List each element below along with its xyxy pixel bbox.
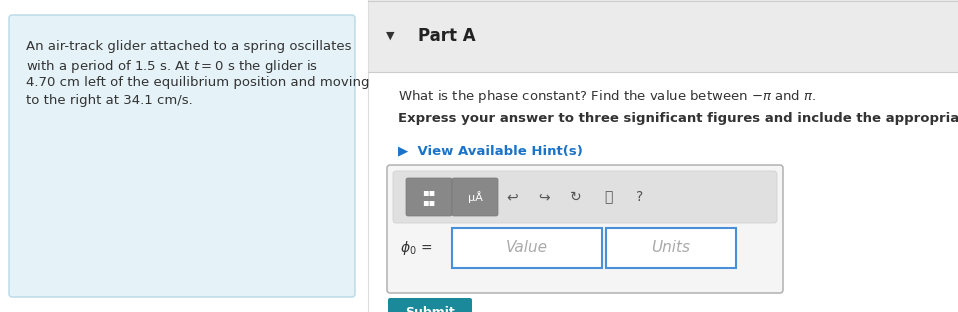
FancyBboxPatch shape	[406, 178, 452, 216]
FancyBboxPatch shape	[387, 165, 783, 293]
Text: ⬜: ⬜	[604, 190, 612, 204]
Text: ▼: ▼	[386, 31, 395, 41]
Text: Part A: Part A	[418, 27, 475, 45]
Bar	[606, 228, 736, 268]
Text: μÅ: μÅ	[468, 191, 483, 203]
Text: ▪▪
▪▪: ▪▪ ▪▪	[422, 188, 436, 207]
Text: ▶  View Available Hint(s): ▶ View Available Hint(s)	[398, 144, 582, 157]
Text: An air-track glider attached to a spring oscillates: An air-track glider attached to a spring…	[26, 40, 352, 53]
FancyBboxPatch shape	[388, 298, 472, 312]
Text: ↩: ↩	[506, 190, 518, 204]
Bar	[368, 0, 958, 72]
Text: Units: Units	[651, 241, 691, 256]
Text: 4.70 cm left of the equilibrium position and moving: 4.70 cm left of the equilibrium position…	[26, 76, 370, 89]
Text: ↻: ↻	[570, 190, 582, 204]
Text: ↪: ↪	[538, 190, 550, 204]
Text: ?: ?	[636, 190, 644, 204]
Text: with a period of 1.5 s. At $t = 0$ s the glider is: with a period of 1.5 s. At $t = 0$ s the…	[26, 58, 318, 75]
Text: to the right at 34.1 cm/s.: to the right at 34.1 cm/s.	[26, 94, 193, 107]
FancyBboxPatch shape	[452, 178, 498, 216]
Bar	[452, 228, 602, 268]
Text: Value: Value	[506, 241, 548, 256]
Text: What is the phase constant? Find the value between $-\pi$ and $\pi$.: What is the phase constant? Find the val…	[398, 88, 816, 105]
FancyBboxPatch shape	[393, 171, 777, 223]
Text: $\phi_0$ =: $\phi_0$ =	[400, 239, 432, 257]
Text: Express your answer to three significant figures and include the appropriate uni: Express your answer to three significant…	[398, 112, 958, 125]
Text: Submit: Submit	[405, 306, 455, 312]
FancyBboxPatch shape	[9, 15, 355, 297]
